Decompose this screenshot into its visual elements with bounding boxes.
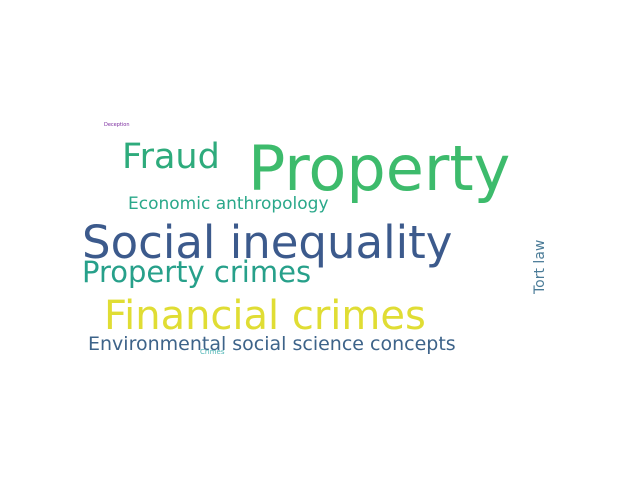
word-tort-law: Tort law (532, 239, 548, 294)
word-economic-anthropology: Economic anthropology (128, 194, 329, 214)
word-property: Property (248, 132, 511, 205)
word-environmental-social-science-concepts: Environmental social science concepts (88, 333, 456, 355)
word-financial-crimes: Financial crimes (104, 293, 426, 339)
word-social-inequality: Social inequality (82, 216, 453, 269)
word-deception: Deception (104, 122, 130, 128)
word-crimes: Crimes (200, 348, 225, 356)
word-fraud: Fraud (122, 137, 220, 177)
word-property-crimes: Property crimes (82, 255, 312, 289)
